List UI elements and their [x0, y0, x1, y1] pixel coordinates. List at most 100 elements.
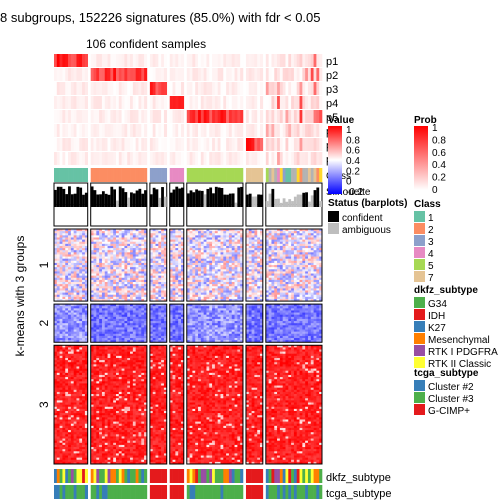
heatmap-cell	[223, 282, 227, 285]
silhouette-bar	[214, 186, 218, 207]
heatmap-cell	[161, 298, 165, 302]
heatmap-cell	[271, 282, 275, 285]
heatmap-cell	[124, 250, 128, 253]
heatmap-cell	[93, 282, 97, 285]
heatmap-cell	[268, 252, 272, 255]
heatmap-cell	[186, 325, 190, 328]
heatmap-cell	[76, 327, 80, 330]
heatmap-cell	[113, 306, 117, 309]
heatmap-cell	[59, 229, 63, 232]
heatmap-cell	[214, 267, 218, 270]
heatmap-cell	[104, 333, 108, 337]
heatmap-cell	[226, 256, 230, 259]
heatmap-cell	[212, 237, 216, 240]
heatmap-cell	[127, 275, 131, 279]
heatmap-cell	[163, 304, 168, 307]
heatmap-cell	[240, 304, 244, 307]
heatmap-cell	[76, 296, 80, 300]
probability-cell	[200, 110, 204, 123]
heatmap-cell	[220, 290, 224, 293]
heatmap-cell	[130, 318, 134, 322]
heatmap-cell	[124, 277, 128, 281]
heatmap-cell	[132, 308, 136, 311]
heatmap-cell	[158, 256, 162, 259]
probability-cell	[212, 138, 216, 151]
probability-row-label-p4: p4	[326, 98, 338, 110]
heatmap-cell	[226, 239, 230, 243]
heatmap-cell	[296, 273, 300, 276]
heatmap-cell	[198, 237, 202, 240]
heatmap-cell	[223, 304, 227, 307]
heatmap-cell	[76, 304, 80, 307]
probability-cell	[220, 152, 224, 165]
heatmap-cell	[124, 237, 128, 240]
heatmap-cell	[296, 231, 300, 234]
heatmap-cell	[302, 290, 306, 293]
heatmap-cell	[104, 340, 108, 343]
heatmap-cell	[155, 269, 159, 272]
probability-cell	[288, 138, 292, 151]
heatmap-cell	[169, 248, 173, 251]
heatmap-cell	[195, 321, 199, 324]
heatmap-cell	[195, 329, 199, 332]
heatmap-cell	[175, 323, 179, 326]
heatmap-cell	[206, 298, 210, 302]
heatmap-cell	[180, 269, 185, 272]
heatmap-cell	[228, 325, 233, 328]
probability-cell	[107, 82, 111, 95]
heatmap-cell	[257, 273, 261, 276]
heatmap-cell	[107, 323, 111, 326]
probability-cell	[186, 82, 190, 95]
heatmap-cell	[121, 252, 125, 255]
heatmap-cell	[84, 282, 89, 285]
heatmap-cell	[113, 241, 117, 245]
heatmap-cell	[104, 256, 108, 259]
heatmap-cell	[99, 275, 103, 279]
heatmap-cell	[248, 284, 252, 287]
heatmap-cell	[299, 269, 303, 272]
heatmap-cell	[172, 254, 176, 257]
heatmap-cell	[149, 279, 153, 283]
probability-cell	[305, 82, 309, 95]
heatmap-cell	[152, 271, 156, 274]
heatmap-cell	[228, 288, 233, 291]
heatmap-cell	[180, 231, 185, 234]
heatmap-cell	[234, 269, 238, 272]
probability-cell	[124, 138, 128, 151]
heatmap-cell	[132, 260, 136, 264]
heatmap-cell	[56, 260, 60, 264]
heatmap-cell	[310, 233, 314, 236]
heatmap-cell	[316, 279, 320, 283]
heatmap-cell	[248, 296, 252, 300]
heatmap-cell	[234, 298, 238, 302]
heatmap-cell	[291, 284, 295, 287]
heatmap-cell	[132, 296, 136, 300]
heatmap-cell	[226, 231, 230, 234]
heatmap-cell	[206, 288, 210, 291]
heatmap-cell	[220, 269, 224, 272]
heatmap-cell	[271, 231, 275, 234]
heatmap-cell	[144, 229, 148, 232]
heatmap-cell	[310, 286, 314, 289]
heatmap-cell	[93, 265, 97, 268]
heatmap-cell	[212, 321, 216, 324]
probability-cell	[291, 68, 295, 81]
heatmap-cell	[189, 284, 193, 287]
heatmap-cell	[110, 260, 114, 264]
heatmap-cell	[310, 248, 314, 251]
heatmap-cell	[237, 290, 241, 293]
heatmap-cell	[93, 331, 97, 335]
heatmap-cell	[152, 260, 156, 264]
silhouette-bar	[158, 197, 162, 207]
heatmap-cell	[200, 269, 204, 272]
probability-cell	[186, 124, 190, 137]
heatmap-cell	[209, 325, 213, 328]
heatmap-cell	[214, 245, 218, 249]
heatmap-cell	[305, 296, 309, 300]
heatmap-cell	[73, 267, 77, 270]
heatmap-cell	[138, 237, 142, 240]
heatmap-cell	[192, 308, 196, 311]
heatmap-cell	[79, 229, 83, 232]
heatmap-cell	[237, 237, 241, 240]
heatmap-cell	[296, 248, 300, 251]
